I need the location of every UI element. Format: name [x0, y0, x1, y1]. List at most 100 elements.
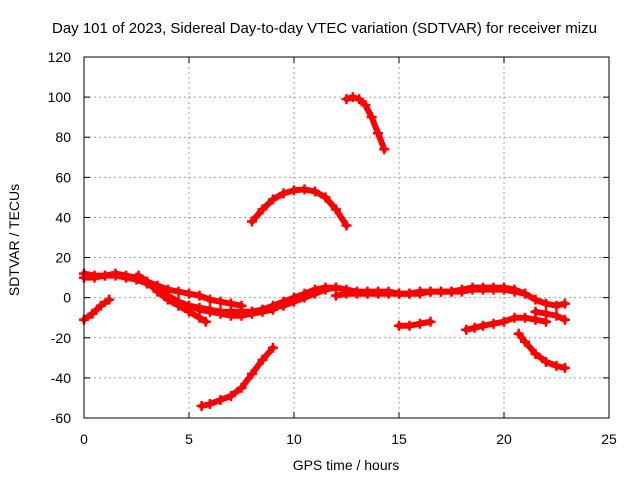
x-axis-label: GPS time / hours: [293, 457, 400, 473]
data-point: [110, 270, 121, 281]
data-point: [142, 276, 152, 287]
y-axis-label: SDTVAR / TECUs: [6, 184, 22, 296]
data-point: [404, 288, 415, 299]
y-tick-label: 0: [63, 290, 71, 306]
chart-title: Day 101 of 2023, Sidereal Day-to-day VTE…: [52, 20, 597, 37]
data-point: [341, 94, 352, 105]
plot-frame: [83, 56, 610, 419]
data-point: [278, 300, 289, 311]
data-point: [509, 286, 520, 297]
data-point: [226, 306, 236, 317]
data-point: [488, 318, 499, 329]
data-point: [446, 286, 457, 297]
data-point: [194, 290, 205, 301]
x-tick-label: 10: [286, 431, 302, 447]
data-point: [236, 382, 247, 393]
data-point: [121, 272, 131, 283]
data-point: [379, 144, 390, 155]
grid: [84, 57, 609, 418]
data-point: [551, 360, 562, 371]
data-point: [100, 270, 110, 281]
y-tick-label: 80: [55, 129, 71, 145]
y-tick-label: -20: [51, 330, 71, 346]
data-point: [499, 284, 509, 295]
data-point: [173, 286, 184, 297]
data-point: [215, 394, 226, 405]
data-point: [257, 304, 268, 315]
data-point: [184, 288, 194, 299]
data-point: [461, 324, 472, 335]
data-point: [200, 316, 211, 327]
data-point: [226, 390, 236, 401]
data-point: [247, 216, 257, 227]
data-point: [404, 320, 415, 331]
data-point: [366, 112, 377, 123]
data-point: [331, 204, 341, 215]
x-tick-label: 5: [185, 431, 193, 447]
x-tick-label: 20: [496, 431, 512, 447]
data-point: [467, 284, 478, 295]
data-point: [268, 194, 278, 205]
data-point: [184, 300, 194, 311]
data-point: [347, 92, 358, 103]
data-point: [194, 302, 205, 313]
y-tick-label: 100: [48, 89, 72, 105]
data-point: [360, 100, 371, 111]
y-tick-label: -60: [51, 410, 71, 426]
y-tick-label: 60: [55, 169, 71, 185]
x-tick-label: 15: [391, 431, 407, 447]
data-point: [520, 288, 530, 299]
data-point: [425, 316, 436, 327]
data-point: [457, 286, 467, 297]
data-point: [257, 204, 268, 215]
x-tick-label: 25: [601, 431, 617, 447]
data-point: [196, 400, 207, 411]
data-point: [289, 185, 299, 196]
data-point: [551, 300, 562, 311]
data-point: [354, 94, 365, 105]
series-track-7: [249, 186, 350, 229]
data-point: [257, 354, 268, 365]
data-point: [236, 306, 247, 317]
data-point: [215, 296, 226, 307]
y-tick-label: -40: [51, 370, 71, 386]
data-point: [436, 286, 446, 297]
data-point: [194, 312, 205, 323]
y-tick-label: 120: [48, 49, 72, 65]
data-point: [559, 314, 570, 325]
data-point: [530, 306, 541, 317]
data-point: [513, 328, 524, 339]
data-point: [373, 288, 383, 299]
data-point: [215, 306, 226, 317]
x-tick-label: 0: [80, 431, 88, 447]
data-point: [478, 284, 488, 295]
series-layer: [79, 92, 570, 411]
data-point: [509, 312, 520, 323]
data-point: [383, 288, 394, 299]
data-point: [341, 288, 352, 299]
data-point: [559, 362, 570, 373]
data-point: [299, 292, 310, 303]
data-point: [95, 300, 106, 311]
data-point: [205, 294, 215, 305]
data-point: [320, 284, 331, 295]
data-point: [551, 310, 562, 321]
data-point: [541, 298, 551, 309]
data-point: [541, 308, 551, 319]
data-point: [205, 304, 215, 315]
data-point: [520, 336, 530, 347]
axis-ticks: [83, 56, 610, 419]
series-track-4: [81, 296, 113, 323]
data-point: [559, 298, 570, 309]
data-point: [104, 294, 115, 305]
data-point: [278, 188, 289, 199]
data-point: [268, 302, 278, 313]
data-point: [310, 186, 320, 197]
data-point: [341, 220, 352, 231]
data-point: [362, 288, 373, 299]
data-point: [425, 286, 436, 297]
data-point: [89, 272, 100, 283]
data-point: [331, 282, 341, 293]
data-point: [352, 288, 362, 299]
data-point: [530, 348, 541, 359]
